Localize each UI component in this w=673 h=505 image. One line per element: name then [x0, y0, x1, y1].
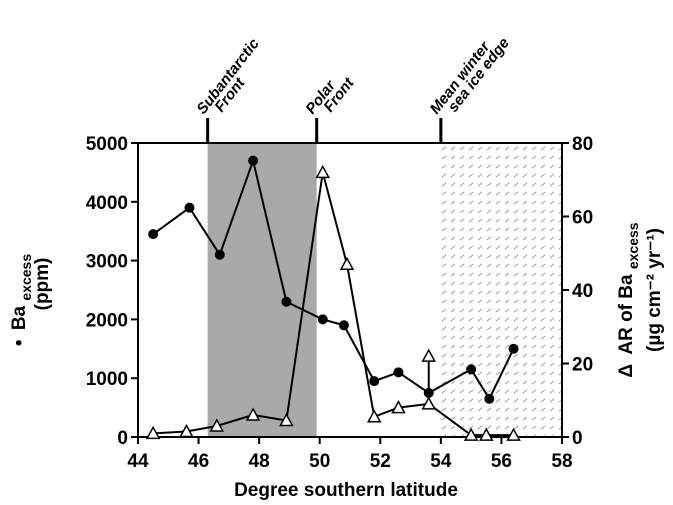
y-left-axis-sub: excess: [18, 254, 34, 301]
y-right-tick-label: 80: [572, 134, 593, 155]
y-right-axis-marker: Δ: [616, 364, 637, 378]
y-right-tick-label: 40: [572, 281, 593, 302]
ar-ba-excess-point: [506, 427, 521, 441]
ba-excess-point: [466, 364, 477, 375]
y-right-tick-label: 0: [572, 428, 583, 449]
ba-excess-point: [393, 367, 404, 378]
ar-ba-excess-point: [339, 256, 355, 271]
y-left-tick-label: 4000: [86, 193, 128, 214]
x-tick-label: 54: [430, 451, 452, 472]
ar-ba-excess-point: [245, 407, 261, 421]
ar-ba-excess-point: [463, 427, 479, 441]
y-left-axis-label: Ba: [9, 305, 30, 330]
ar-ba-excess-point: [391, 400, 406, 414]
y-right-tick-label: 60: [572, 208, 593, 229]
ar-ba-excess-point: [209, 418, 225, 432]
hatched-region: [440, 143, 562, 437]
y-right-axis-unit: (µg cm⁻² yr⁻¹): [644, 228, 665, 352]
x-tick-label: 50: [309, 451, 330, 472]
ba-excess-point: [317, 314, 328, 325]
ar-ba-excess-point: [315, 164, 331, 179]
ar-ba-excess-point: [479, 427, 494, 441]
error-bar-cap-triangle: [421, 348, 437, 362]
shaded-region: [207, 143, 317, 437]
y-right-axis-label: AR of Ba: [616, 274, 637, 355]
y-left-axis-title: • Ba excess: [9, 254, 34, 346]
y-left-tick-label: 0: [117, 428, 128, 449]
ba-excess-point: [248, 155, 259, 166]
y-left-tick-label: 2000: [86, 310, 128, 331]
ar-ba-excess-point: [366, 409, 382, 423]
ar-ba-excess-point: [279, 412, 294, 427]
ar-ba-excess-point: [421, 396, 437, 410]
y-right-axis-sub: excess: [625, 222, 641, 269]
ba-excess-point: [369, 376, 380, 387]
ba-excess-point: [281, 296, 292, 307]
y-left-tick-label: 3000: [86, 252, 128, 273]
y-left-axis-unit: (ppm): [32, 258, 53, 311]
y-right-tick-label: 20: [572, 355, 593, 376]
x-tick-label: 46: [188, 451, 209, 472]
ba-excess-point: [484, 393, 495, 404]
x-tick-label: 56: [491, 451, 512, 472]
x-tick-label: 58: [551, 451, 572, 472]
x-axis-title: Degree southern latitude: [234, 480, 458, 500]
ba-excess-point: [508, 343, 519, 354]
ba-excess-point: [338, 320, 349, 331]
ba-excess-point: [184, 202, 195, 213]
ba-excess-point: [214, 249, 225, 260]
ba-excess-point: [423, 387, 434, 398]
x-tick-label: 44: [127, 451, 149, 472]
ar-ba-excess-point: [179, 423, 194, 438]
y-left-tick-label: 5000: [86, 134, 128, 155]
ar-ba-excess-point: [145, 425, 161, 440]
y-left-tick-label: 1000: [86, 369, 128, 390]
x-tick-label: 48: [249, 451, 270, 472]
y-left-axis-marker: •: [9, 339, 30, 346]
x-tick-label: 52: [370, 451, 391, 472]
ba-excess-point: [148, 229, 159, 240]
y-right-axis-title: Δ AR of Ba excess: [616, 222, 641, 377]
